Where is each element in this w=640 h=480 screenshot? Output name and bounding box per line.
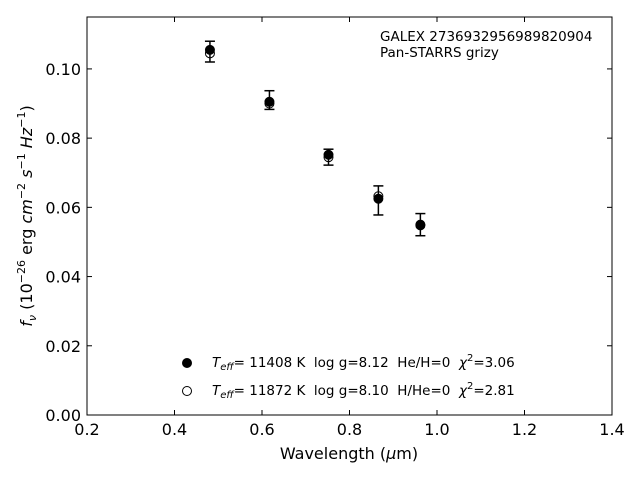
- x-tick-label: 1.0: [424, 420, 449, 439]
- legend-entry-2: Teff= 11872 K log g=8.10 H/He=0 χ2=2.81: [212, 381, 515, 401]
- x-tick-label: 0.2: [74, 420, 99, 439]
- model-point-open: [373, 191, 384, 202]
- model-point-filled: [373, 193, 384, 204]
- model-point-open: [264, 98, 275, 109]
- y-tick-label: 0.04: [45, 268, 81, 287]
- legend-entry-1: Teff= 11408 K log g=8.12 He/H=0 χ2=3.06: [212, 353, 515, 373]
- x-tick-label: 1.2: [512, 420, 537, 439]
- legend-teff-2: 11872 K: [249, 383, 306, 399]
- legend-params-2: log g=8.10 H/He=0: [305, 383, 459, 399]
- legend-params-1: log g=8.12 He/H=0: [305, 355, 459, 371]
- legend-marker-open: [182, 386, 192, 396]
- x-axis-ticks: 0.2 0.4 0.6 0.8 1.0 1.2 1.4: [74, 17, 625, 439]
- annotation-target-name: GALEX 2736932956989820904: [380, 29, 592, 45]
- legend-marker-filled: [182, 358, 192, 368]
- model-point-open: [323, 152, 334, 163]
- x-axis-label: Wavelength (μm): [280, 444, 418, 463]
- x-tick-label: 0.4: [162, 420, 187, 439]
- annotation-photometry: Pan-STARRS grizy: [380, 45, 499, 61]
- legend: Teff= 11408 K log g=8.12 He/H=0 χ2=3.06 …: [182, 353, 515, 401]
- data-points: [204, 44, 426, 231]
- model-point-filled: [204, 44, 215, 55]
- plot-frame: [86, 16, 613, 416]
- x-tick-label: 1.4: [599, 420, 624, 439]
- model-point-filled: [323, 149, 334, 160]
- x-tick-label: 0.6: [249, 420, 274, 439]
- y-tick-label: 0.08: [45, 129, 81, 148]
- y-axis-label: fν (10−26 erg cm−2 s−1 Hz−1): [15, 105, 39, 326]
- legend-chi-1: =3.06: [473, 355, 514, 371]
- legend-teff-1: 11408 K: [249, 355, 306, 371]
- y-tick-label: 0.06: [45, 198, 81, 217]
- y-tick-label: 0.00: [45, 406, 81, 425]
- model-point-open: [204, 48, 215, 59]
- y-axis-ticks: 0.00 0.02 0.04 0.06 0.08 0.10: [45, 60, 612, 425]
- y-tick-label: 0.10: [45, 60, 81, 79]
- y-tick-label: 0.02: [45, 337, 81, 356]
- legend-chi-2: =2.81: [473, 383, 514, 399]
- x-tick-label: 0.8: [337, 420, 362, 439]
- model-point-open: [415, 220, 426, 231]
